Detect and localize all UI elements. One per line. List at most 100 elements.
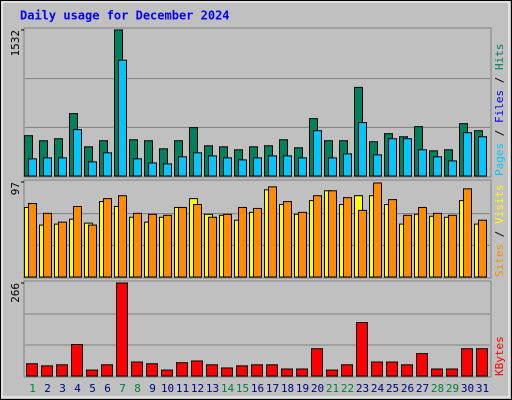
bar: [253, 207, 262, 278]
bar: [43, 157, 52, 177]
x-tick-label: 2: [44, 382, 51, 395]
bar: [133, 158, 142, 177]
bar: [86, 369, 98, 377]
bar: [73, 129, 82, 177]
bar: [58, 157, 67, 177]
bar: [221, 367, 233, 377]
bar: [461, 348, 473, 377]
bar: [281, 368, 293, 377]
bar: [223, 213, 232, 278]
bar: [116, 282, 128, 377]
bar: [448, 214, 457, 278]
bar: [343, 197, 352, 278]
bar: [416, 353, 428, 377]
bar: [403, 138, 412, 177]
x-tick-label: 20: [311, 382, 324, 395]
x-tick-label: 28: [431, 382, 444, 395]
bar: [298, 211, 307, 278]
bar: [206, 364, 218, 377]
bar: [356, 322, 368, 377]
bar: [386, 361, 398, 377]
bar: [448, 160, 457, 177]
bar: [253, 157, 262, 177]
bar: [223, 157, 232, 177]
bar: [148, 162, 157, 177]
x-tick-label: 5: [89, 382, 96, 395]
x-tick-label: 17: [266, 382, 279, 395]
bar: [161, 369, 173, 377]
legend: Pages / Files / Hits: [493, 44, 506, 177]
bar: [178, 206, 187, 278]
bar: [478, 219, 487, 278]
bar: [163, 214, 172, 278]
bar: [431, 368, 443, 377]
bar: [418, 149, 427, 177]
bar: [131, 361, 143, 377]
bar: [73, 205, 82, 278]
x-tick-label: 27: [416, 382, 429, 395]
x-tick-label: 9: [149, 382, 156, 395]
chart-title: Daily usage for December 2024: [20, 9, 230, 23]
bar: [463, 188, 472, 278]
x-tick-label: 23: [356, 382, 369, 395]
bar: [118, 59, 127, 177]
bar: [401, 364, 413, 377]
x-tick-label: 3: [59, 382, 66, 395]
legend-entry: Sites: [493, 244, 506, 277]
bar: [296, 368, 308, 377]
bar: [176, 362, 188, 377]
bar: [418, 206, 427, 278]
bar: [28, 203, 37, 278]
bar: [476, 348, 488, 377]
bar: [313, 130, 322, 177]
bar: [26, 363, 38, 377]
bar: [193, 204, 202, 278]
bar: [133, 212, 142, 278]
bar: [88, 224, 97, 278]
legend-entry: Hits: [493, 44, 506, 71]
bar: [403, 214, 412, 278]
bar: [343, 153, 352, 177]
legend: KBytes: [493, 336, 506, 376]
x-tick-label: 10: [161, 382, 174, 395]
bar: [103, 198, 112, 278]
bar: [326, 369, 338, 377]
panel: [23, 280, 492, 378]
bar: [118, 195, 127, 278]
x-tick-label: 25: [386, 382, 399, 395]
bar: [433, 212, 442, 278]
legend: Sites / Visits: [493, 184, 506, 277]
bar: [446, 368, 458, 377]
x-tick-label: 22: [341, 382, 354, 395]
bar: [28, 158, 37, 177]
bar: [178, 156, 187, 177]
bar: [191, 360, 203, 377]
bar: [266, 364, 278, 377]
bar: [328, 157, 337, 177]
bar: [388, 199, 397, 278]
bar: [88, 161, 97, 177]
bar: [371, 361, 383, 377]
bar: [283, 201, 292, 278]
bar: [268, 186, 277, 278]
y-tick-label: 1532: [9, 30, 22, 57]
x-tick-label: 14: [221, 382, 235, 395]
bar: [358, 209, 367, 278]
bar: [101, 364, 113, 377]
x-tick-label: 19: [296, 382, 309, 395]
x-tick-label: 1: [29, 382, 36, 395]
x-tick-label: 29: [446, 382, 459, 395]
bar: [373, 182, 382, 278]
bar: [71, 344, 83, 377]
bar: [251, 364, 263, 377]
x-tick-label: 18: [281, 382, 294, 395]
bar: [146, 363, 158, 377]
y-tick-label: 97: [9, 182, 22, 195]
x-tick-label: 15: [236, 382, 249, 395]
x-tick-label: 4: [74, 382, 81, 395]
x-tick-label: 6: [104, 382, 111, 395]
bar: [283, 155, 292, 177]
bar: [388, 138, 397, 177]
